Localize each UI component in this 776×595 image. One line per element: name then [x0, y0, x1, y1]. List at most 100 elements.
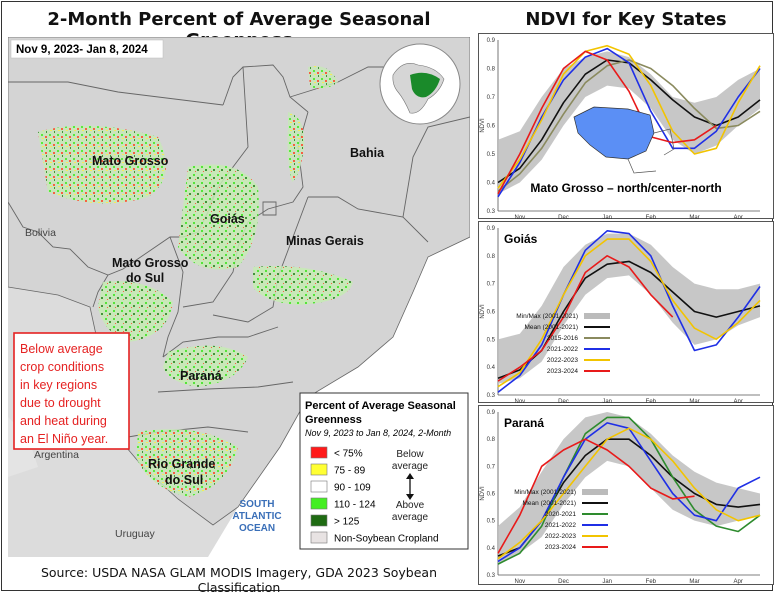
label-parana: Paraná	[180, 369, 222, 383]
legend-label: Mean (2001-2021)	[525, 324, 578, 331]
ndvi-panel-mato-grosso: 0.3 0.4 0.5 0.6 0.7 0.8 0.9 Nov Dec Jan Feb Mar Apr N…	[478, 33, 774, 219]
date-range: Nov 9, 2023- Jan 8, 2024	[16, 44, 148, 56]
x-tick-label: Feb	[646, 215, 657, 219]
crop-areas	[38, 66, 353, 497]
x-tick-label: Nov	[514, 579, 525, 585]
svg-text:in key regions: in key regions	[20, 378, 97, 392]
y-axis-label: NDVI	[480, 118, 486, 133]
y-tick-label: 0.9	[487, 38, 496, 44]
x-tick-label: Jan	[602, 215, 612, 219]
legend-swatch	[310, 531, 328, 544]
y-tick-label: 0.7	[487, 282, 496, 288]
label-rgs-2: do Sul	[165, 473, 203, 487]
svg-text:Greenness: Greenness	[305, 414, 362, 426]
label-bolivia: Bolivia	[25, 227, 56, 239]
label-uruguay: Uruguay	[115, 528, 155, 540]
y-tick-label: 0.8	[487, 437, 496, 443]
date-box	[10, 39, 164, 59]
y-tick-label: 0.9	[487, 226, 496, 232]
series-line	[497, 238, 761, 388]
svg-text:ATLANTIC: ATLANTIC	[232, 511, 281, 522]
svg-text:SOUTH: SOUTH	[240, 499, 275, 510]
panel-title: Mato Grosso – north/center-north	[530, 181, 721, 195]
minmax-band	[498, 51, 760, 194]
svg-text:Below average: Below average	[20, 342, 103, 356]
series-line	[497, 44, 761, 189]
x-tick-label: Feb	[646, 399, 657, 403]
x-tick-label: Dec	[558, 399, 569, 403]
x-tick-label: Dec	[558, 215, 569, 219]
ndvi-panel-parana: 0.3 0.4 0.5 0.6 0.7 0.8 0.9 Nov Dec Jan Feb Mar Apr N…	[478, 405, 774, 585]
legend-swatch	[582, 489, 608, 495]
y-tick-label: 0.4	[487, 546, 496, 552]
panel-title: Paraná	[504, 416, 544, 430]
legend-swatch	[310, 514, 328, 527]
legend-swatch	[310, 446, 328, 459]
map-legend: Percent of Average Seasonal Greenness No…	[299, 392, 469, 550]
y-tick-label: 0.3	[487, 573, 496, 579]
x-tick-label: Mar	[689, 579, 699, 585]
place-labels: Mato Grosso Bahia Goiás Minas Gerais Mat…	[92, 146, 385, 487]
series-line	[497, 230, 761, 393]
legend-label: Mean (2001-2021)	[523, 500, 576, 507]
ocean-label: SOUTH ATLANTIC OCEAN	[232, 499, 281, 534]
series-line	[497, 50, 717, 195]
ndvi-title: NDVI for Key States	[525, 9, 727, 30]
state-inset-borders	[627, 128, 675, 174]
label-argentina: Argentina	[34, 449, 79, 461]
legend-label: 2020-2021	[545, 511, 576, 518]
annotation-box: Below average crop conditions in key reg…	[13, 332, 130, 450]
legend-label: 2022-2023	[547, 357, 578, 364]
x-tick-label: Jan	[602, 579, 612, 585]
legend-label: > 125	[334, 517, 360, 528]
legend-swatch	[584, 313, 610, 319]
series-line	[497, 59, 761, 192]
x-tick-label: Apr	[733, 399, 742, 403]
legend-label: 90 - 109	[334, 483, 371, 494]
legend-label: Non-Soybean Cropland	[334, 534, 439, 545]
x-tick-label: Mar	[689, 399, 699, 403]
label-rgs-1: Rio Grande	[148, 457, 215, 471]
svg-text:Nov 9, 2023 to Jan 8, 2024, 2-: Nov 9, 2023 to Jan 8, 2024, 2-Month	[305, 428, 451, 438]
legend-label: Min/Max (2001-2021)	[516, 313, 578, 320]
y-tick-label: 0.8	[487, 67, 496, 73]
inset-globe	[379, 43, 461, 125]
label-minas-gerais: Minas Gerais	[286, 234, 364, 248]
y-axis-label: NDVI	[480, 304, 486, 319]
series-line	[497, 438, 695, 554]
series-line	[497, 255, 674, 382]
y-tick-label: 0.5	[487, 337, 496, 343]
greenness-map: Nov 9, 2023- Jan 8, 2024 Mato Grosso Bah…	[8, 37, 470, 557]
x-tick-label: Nov	[514, 215, 525, 219]
legend-swatch	[310, 480, 328, 493]
svg-text:average: average	[392, 512, 429, 523]
y-tick-label: 0.3	[487, 209, 496, 215]
svg-text:Percent of Average Seasonal: Percent of Average Seasonal	[305, 400, 456, 412]
svg-text:Above: Above	[396, 500, 425, 511]
svg-text:and heat during: and heat during	[20, 414, 107, 428]
y-tick-label: 0.6	[487, 310, 496, 316]
x-tick-label: Apr	[733, 215, 742, 219]
x-tick-label: Feb	[646, 579, 657, 585]
legend-label: 2023-2024	[545, 544, 576, 551]
label-bahia: Bahia	[350, 146, 385, 160]
legend-label: 2023-2024	[547, 368, 578, 375]
legend-label: Min/Max (2001-2021)	[514, 489, 576, 496]
minmax-band	[498, 233, 760, 384]
legend-label: < 75%	[334, 449, 363, 460]
y-tick-label: 0.3	[487, 393, 496, 399]
label-ms-1: Mato Grosso	[112, 256, 189, 270]
svg-text:crop conditions: crop conditions	[20, 360, 104, 374]
svg-text:Below: Below	[396, 449, 424, 460]
legend-label: 2021-2022	[545, 522, 576, 529]
y-tick-label: 0.7	[487, 464, 496, 470]
source-caption: Source: USDA NASA GLAM MODIS Imagery, GD…	[40, 565, 438, 595]
label-ms-2: do Sul	[126, 271, 164, 285]
y-tick-label: 0.6	[487, 124, 496, 130]
label-goias: Goiás	[210, 212, 245, 226]
x-tick-label: Mar	[689, 215, 699, 219]
series-line	[497, 427, 761, 560]
x-tick-label: Apr	[733, 579, 742, 585]
state-inset-map	[573, 106, 655, 160]
label-mato-grosso: Mato Grosso	[92, 154, 169, 168]
